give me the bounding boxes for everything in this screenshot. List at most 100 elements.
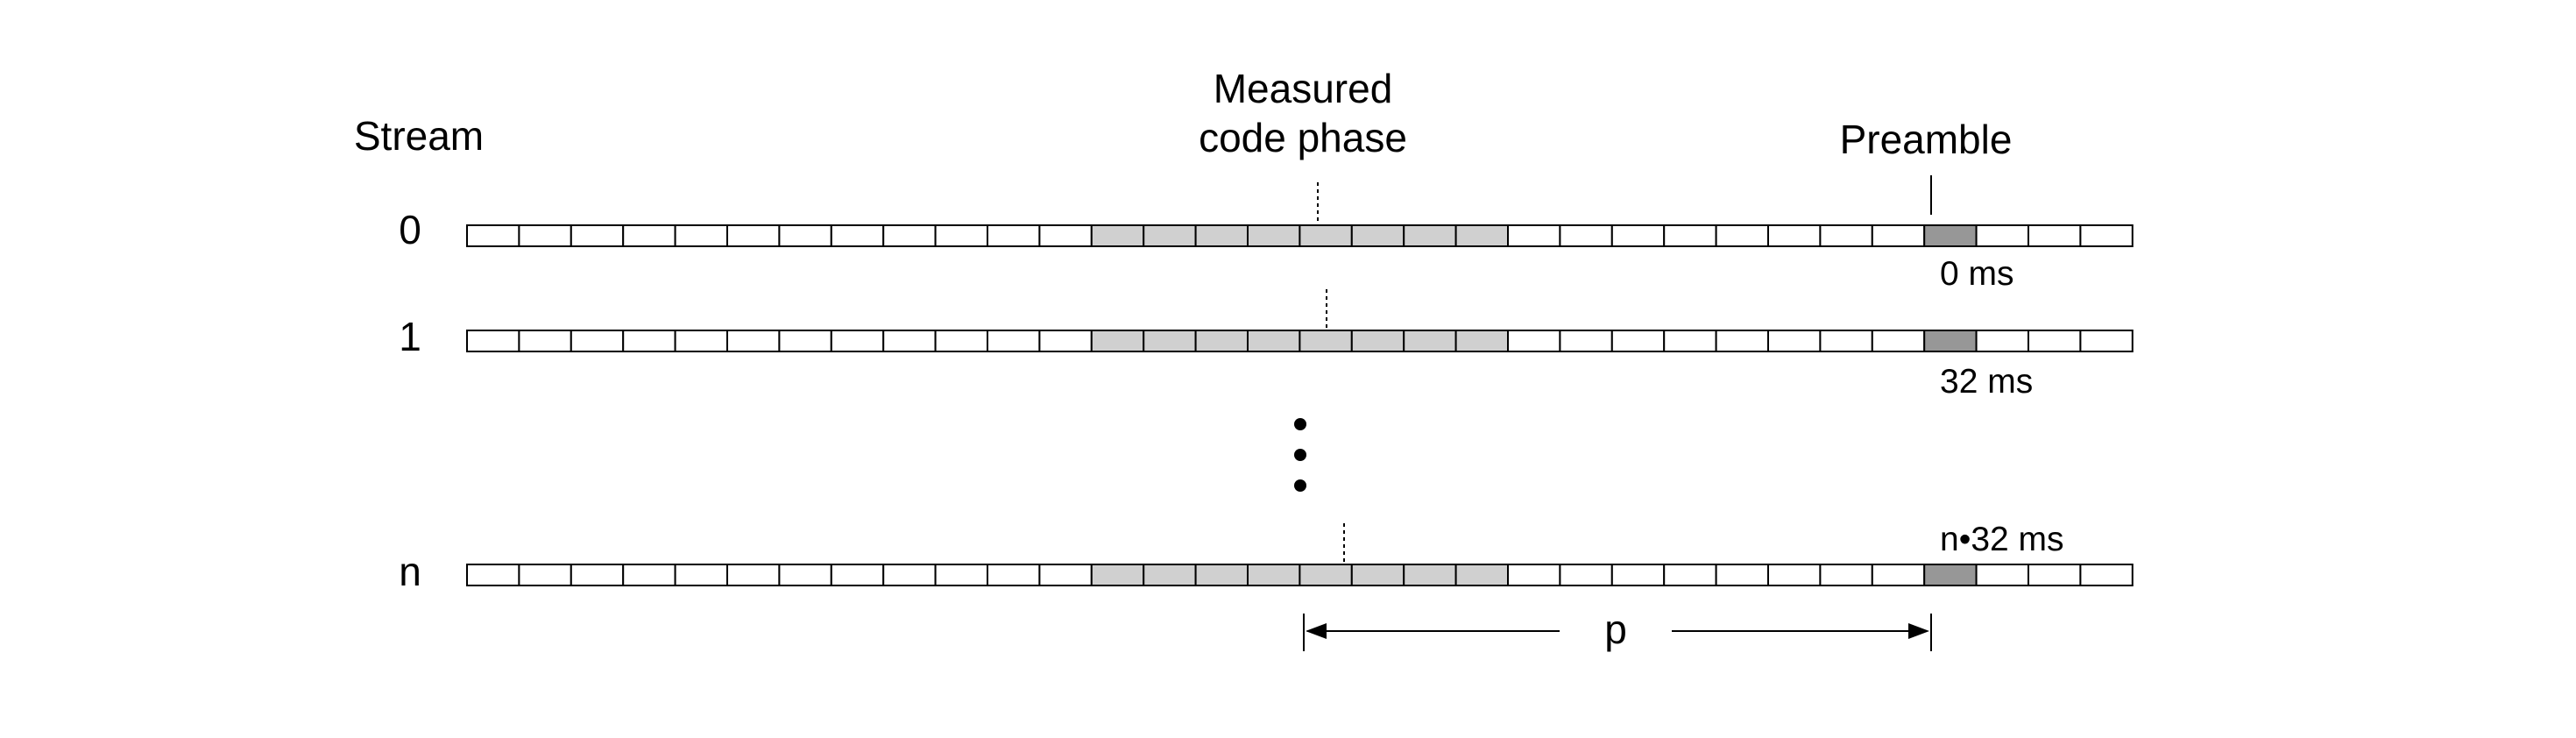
stream-cell bbox=[2028, 224, 2082, 247]
stream-cell bbox=[1038, 330, 1093, 352]
stream-cell bbox=[1610, 224, 1666, 247]
stream-id-0: 0 bbox=[399, 207, 421, 252]
stream-cell bbox=[1038, 564, 1093, 586]
stream-cell bbox=[674, 564, 728, 586]
stream-cell bbox=[2079, 564, 2134, 586]
stream-cell bbox=[882, 564, 937, 586]
stream-cell bbox=[1610, 564, 1666, 586]
stream-cell bbox=[622, 330, 676, 352]
stream-cell bbox=[570, 564, 625, 586]
code-window-cell bbox=[1247, 564, 1301, 586]
stream-cell bbox=[987, 564, 1041, 586]
stream-cell bbox=[1871, 330, 1926, 352]
code-window-cell bbox=[1454, 330, 1509, 352]
code-window-cell bbox=[1299, 224, 1353, 247]
preamble-label: Preamble bbox=[1840, 117, 2013, 162]
stream-cell bbox=[2028, 564, 2082, 586]
ellipsis-dot bbox=[1294, 479, 1306, 492]
code-window-cell bbox=[1247, 224, 1301, 247]
stream-cell bbox=[466, 224, 520, 247]
preamble-cell bbox=[1923, 330, 1978, 352]
code-window-cell bbox=[1403, 224, 1457, 247]
stream-cell bbox=[1610, 330, 1666, 352]
period-arrowhead-right bbox=[1908, 623, 1929, 639]
period-arrowhead-left bbox=[1306, 623, 1327, 639]
code-window-cell bbox=[1403, 330, 1457, 352]
code-window-cell bbox=[1299, 564, 1353, 586]
stream-time-0: 0 ms bbox=[1940, 255, 2014, 293]
stream-cell bbox=[518, 564, 572, 586]
stream-cell bbox=[518, 224, 572, 247]
stream-cell bbox=[1715, 330, 1769, 352]
stream-cell bbox=[830, 330, 885, 352]
stream-cell bbox=[934, 330, 988, 352]
stream-cell bbox=[570, 224, 625, 247]
stream-cell bbox=[1767, 330, 1822, 352]
code-window-cell bbox=[1194, 330, 1249, 352]
stream-cell bbox=[726, 224, 781, 247]
stream-cell bbox=[778, 224, 832, 247]
code-window-cell bbox=[1090, 564, 1145, 586]
stream-cell bbox=[2079, 330, 2134, 352]
stream-cell bbox=[622, 224, 676, 247]
stream-cell bbox=[987, 330, 1041, 352]
stream-cell bbox=[1507, 564, 1561, 586]
stream-cell bbox=[726, 564, 781, 586]
stream-cell bbox=[2028, 330, 2082, 352]
stream-cell bbox=[1559, 224, 1613, 247]
ellipsis-dot bbox=[1294, 418, 1306, 430]
stream-id-1: 1 bbox=[399, 314, 421, 359]
preamble-cell bbox=[1923, 564, 1978, 586]
stream-cell bbox=[466, 330, 520, 352]
stream-cell bbox=[1819, 330, 1873, 352]
stream-header-label: Stream bbox=[354, 113, 484, 159]
stream-cell bbox=[1038, 224, 1093, 247]
measured-code-phase-label-line1: Measured bbox=[1214, 66, 1393, 111]
stream-cell bbox=[518, 330, 572, 352]
code-window-cell bbox=[1090, 224, 1145, 247]
stream-cell bbox=[1975, 564, 2030, 586]
stream-cell bbox=[1507, 224, 1561, 247]
stream-time-n: n•32 ms bbox=[1940, 521, 2064, 558]
stream-cell bbox=[1663, 224, 1717, 247]
measured-code-phase-label-line2: code phase bbox=[1199, 115, 1407, 160]
code-window-cell bbox=[1143, 330, 1197, 352]
stream-cell bbox=[830, 224, 885, 247]
stream-0-cells bbox=[466, 224, 2134, 247]
period-label: p bbox=[1604, 607, 1627, 652]
stream-cell bbox=[1767, 224, 1822, 247]
stream-cell bbox=[466, 564, 520, 586]
stream-cell bbox=[1975, 224, 2030, 247]
stream-cell bbox=[1715, 564, 1769, 586]
stream-cell bbox=[934, 564, 988, 586]
stream-cell bbox=[1975, 330, 2030, 352]
code-window-cell bbox=[1454, 564, 1509, 586]
ellipsis-dot bbox=[1294, 449, 1306, 461]
code-window-cell bbox=[1194, 564, 1249, 586]
stream-time-1: 32 ms bbox=[1940, 363, 2033, 401]
stream-cell bbox=[1507, 330, 1561, 352]
stream-n-cells bbox=[466, 564, 2134, 586]
stream-cell bbox=[1663, 330, 1717, 352]
code-window-cell bbox=[1299, 330, 1353, 352]
stream-cell bbox=[1559, 564, 1613, 586]
stream-id-n: n bbox=[399, 549, 421, 594]
stream-cell bbox=[882, 224, 937, 247]
code-window-cell bbox=[1247, 330, 1301, 352]
stream-cell bbox=[726, 330, 781, 352]
stream-cell bbox=[1871, 564, 1926, 586]
stream-cell bbox=[1663, 564, 1717, 586]
stream-cell bbox=[1871, 224, 1926, 247]
stream-cell bbox=[1559, 330, 1613, 352]
stream-cell bbox=[1819, 564, 1873, 586]
stream-cell bbox=[2079, 224, 2134, 247]
stream-cell bbox=[570, 330, 625, 352]
code-window-cell bbox=[1403, 564, 1457, 586]
stream-cell bbox=[778, 564, 832, 586]
code-window-cell bbox=[1143, 224, 1197, 247]
stream-1-cells bbox=[466, 330, 2134, 352]
stream-cell bbox=[934, 224, 988, 247]
stream-cell bbox=[987, 224, 1041, 247]
code-window-cell bbox=[1090, 330, 1145, 352]
preamble-cell bbox=[1923, 224, 1978, 247]
